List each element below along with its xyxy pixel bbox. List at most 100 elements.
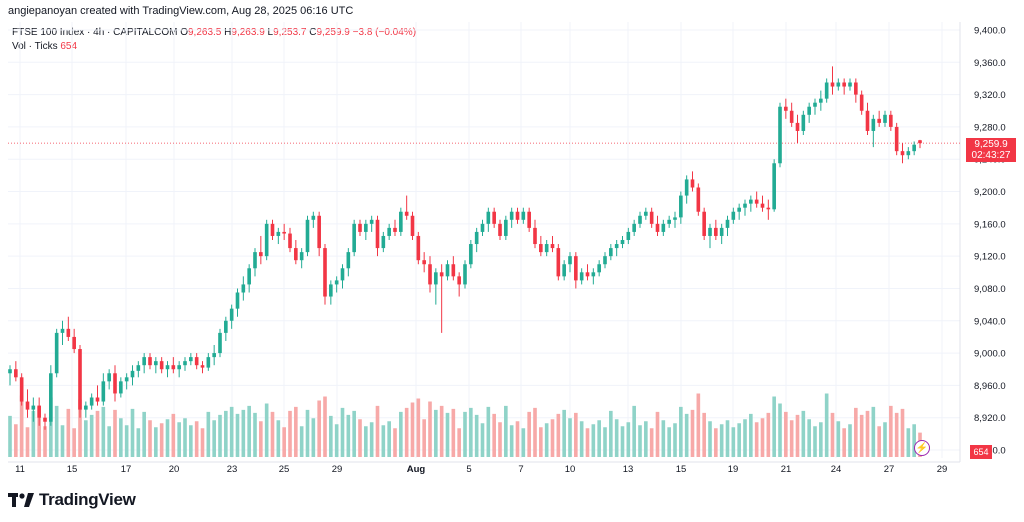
volume-bar bbox=[649, 428, 654, 457]
candle-body bbox=[78, 349, 82, 410]
candle-body bbox=[667, 219, 671, 224]
volume-bar bbox=[539, 427, 543, 457]
volume-bar bbox=[661, 420, 666, 457]
x-tick-label: 21 bbox=[781, 464, 792, 475]
volume-bar bbox=[142, 411, 146, 457]
volume-bar bbox=[165, 419, 170, 457]
candle-body bbox=[352, 223, 356, 253]
tradingview-brand[interactable]: TradingView bbox=[8, 489, 136, 511]
volume-bar bbox=[428, 401, 432, 457]
candle-body bbox=[439, 272, 444, 277]
volume-bar bbox=[8, 415, 12, 457]
volume-bar bbox=[544, 423, 549, 457]
x-tick-label: 27 bbox=[884, 464, 895, 475]
candle-body bbox=[801, 114, 806, 131]
y-tick-label: 8,960.0 bbox=[974, 381, 1006, 392]
volume-bar bbox=[509, 425, 514, 457]
volume-bar bbox=[130, 408, 135, 457]
volume-bar bbox=[854, 407, 858, 457]
candle-body bbox=[259, 252, 263, 257]
candle-body bbox=[463, 264, 467, 285]
x-tick-label: 11 bbox=[15, 464, 25, 475]
candle-body bbox=[206, 357, 211, 368]
candle-body bbox=[276, 231, 281, 236]
candle-body bbox=[883, 114, 887, 123]
legend-change: −3.8 (−0.04%) bbox=[352, 27, 417, 38]
candle-body bbox=[369, 219, 374, 224]
candle-body bbox=[8, 369, 12, 374]
candle-body bbox=[906, 151, 911, 156]
x-tick-label: 25 bbox=[279, 464, 290, 475]
candle-body bbox=[288, 233, 292, 249]
volume-bar bbox=[644, 421, 648, 457]
x-tick-label: 17 bbox=[121, 464, 132, 475]
candle-body bbox=[89, 397, 94, 406]
volume-bar bbox=[183, 418, 187, 457]
x-tick-label: Aug bbox=[407, 464, 426, 475]
volume-bar bbox=[515, 421, 520, 457]
volume-bar bbox=[492, 413, 496, 457]
y-tick-label: 9,360.0 bbox=[974, 58, 1006, 69]
volume-bar bbox=[113, 409, 117, 457]
candle-body bbox=[101, 381, 106, 402]
volume-bar bbox=[194, 421, 199, 457]
candle-body bbox=[515, 211, 520, 220]
legend-h-value: 9,263.9 bbox=[231, 27, 265, 38]
candle-body bbox=[714, 227, 718, 236]
candle-body bbox=[854, 82, 858, 95]
y-tick-label: 8,920.0 bbox=[974, 413, 1006, 424]
volume-bar bbox=[49, 397, 53, 457]
candle-body bbox=[760, 203, 765, 208]
candle-body bbox=[154, 361, 158, 366]
current-price-value: 9,259.9 bbox=[974, 139, 1008, 150]
volume-bar bbox=[655, 411, 660, 457]
volume-bar bbox=[778, 403, 782, 457]
x-tick-label: 10 bbox=[565, 464, 576, 475]
volume-bar bbox=[439, 405, 444, 457]
candle-body bbox=[142, 357, 146, 366]
candle-body bbox=[486, 211, 491, 224]
volume-bar bbox=[469, 407, 473, 457]
volume-bar bbox=[416, 398, 421, 457]
volume-bar bbox=[457, 428, 461, 457]
candle-body bbox=[550, 244, 555, 249]
volume-bar bbox=[84, 420, 88, 457]
candle-body bbox=[498, 223, 502, 236]
x-tick-label: 15 bbox=[67, 464, 78, 475]
candle-body bbox=[241, 284, 246, 293]
candle-body bbox=[918, 140, 922, 144]
volume-bar bbox=[334, 424, 339, 457]
volume-bar bbox=[247, 405, 251, 457]
tradingview-logo-icon bbox=[8, 493, 34, 507]
volume-bar bbox=[696, 393, 701, 457]
candle-body bbox=[527, 211, 531, 228]
candle-body bbox=[54, 332, 59, 374]
volume-bar bbox=[276, 420, 281, 457]
candle-body bbox=[31, 405, 36, 410]
legend-symbol[interactable]: FTSE 100 Index · 4h · CAPITALCOM bbox=[12, 27, 178, 38]
candle-body bbox=[165, 365, 170, 370]
volume-bar bbox=[352, 410, 356, 457]
volume-bar bbox=[574, 412, 578, 457]
volume-bar bbox=[889, 405, 893, 457]
candle-body bbox=[673, 217, 677, 220]
volume-bar bbox=[819, 422, 823, 457]
volume-bar bbox=[556, 413, 561, 457]
volume-bar bbox=[37, 406, 41, 457]
volume-bar bbox=[772, 396, 776, 457]
candle-body bbox=[358, 223, 362, 232]
volume-bar bbox=[743, 419, 747, 457]
candle-body bbox=[270, 223, 275, 236]
legend-volume-label[interactable]: Vol · Ticks bbox=[12, 41, 58, 52]
candle-body bbox=[819, 98, 823, 103]
candle-body bbox=[679, 195, 683, 218]
candle-body bbox=[509, 211, 514, 220]
lightning-bolt-icon[interactable]: ⚡ bbox=[914, 440, 930, 456]
volume-bar bbox=[229, 406, 234, 457]
candle-body bbox=[410, 215, 415, 236]
candle-body bbox=[37, 405, 41, 418]
volume-bar bbox=[801, 410, 806, 457]
legend-o-label: O bbox=[180, 27, 188, 38]
candle-body bbox=[889, 114, 893, 127]
